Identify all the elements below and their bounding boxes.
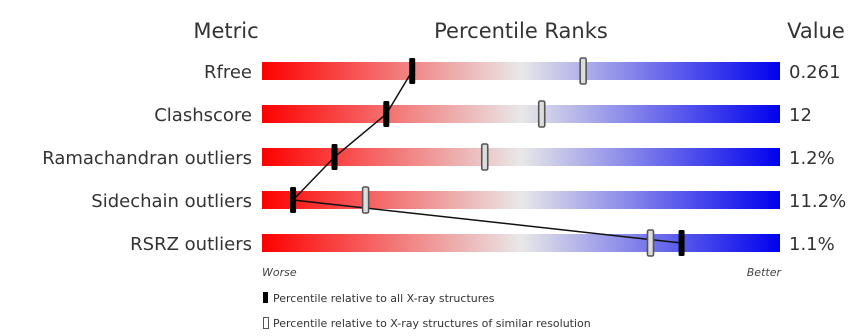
legend-similar-label: Percentile relative to X-ray structures … — [273, 317, 591, 330]
metric-row: Ramachandran outliers 1.2% — [42, 148, 835, 169]
metric-value: 1.2% — [789, 148, 835, 169]
header-percentile-ranks: Percentile Ranks — [434, 19, 608, 43]
metric-value: 0.261 — [789, 62, 841, 83]
metric-label: Ramachandran outliers — [42, 148, 252, 169]
header-value: Value — [787, 19, 845, 43]
metric-value: 1.1% — [789, 234, 835, 255]
metric-value: 12 — [789, 105, 812, 126]
all-structures-marker — [409, 58, 416, 84]
all-structures-marker — [331, 144, 338, 170]
metric-row: Sidechain outliers 11.2% — [91, 191, 846, 212]
similar-resolution-marker — [646, 229, 655, 257]
metric-value: 11.2% — [789, 191, 846, 212]
axis-label-worse: Worse — [262, 266, 297, 279]
legend-all-swatch — [263, 292, 268, 303]
percentile-bar — [262, 191, 780, 209]
percentile-markers — [290, 57, 685, 257]
all-structures-marker — [678, 230, 685, 256]
metric-row: Clashscore 12 — [154, 105, 812, 126]
all-structures-marker — [290, 187, 297, 213]
metric-label: Sidechain outliers — [91, 191, 252, 212]
metric-rows: Rfree 0.261 Clashscore 12 Ramachandran outli… — [42, 62, 846, 255]
metric-label: RSRZ outliers — [130, 234, 252, 255]
similar-resolution-marker — [480, 143, 489, 171]
percentile-bar — [262, 234, 780, 252]
header-metric: Metric — [193, 19, 258, 43]
similar-resolution-marker — [579, 57, 587, 85]
metric-row: Rfree 0.261 — [204, 62, 841, 83]
percentile-bar — [262, 62, 780, 80]
percentile-bar — [262, 148, 780, 166]
metric-label: Rfree — [204, 62, 252, 83]
legend-all-label: Percentile relative to all X-ray structu… — [273, 292, 495, 305]
metric-row: RSRZ outliers 1.1% — [130, 234, 835, 255]
similar-resolution-marker — [537, 100, 546, 128]
percentile-bar — [262, 105, 780, 123]
metric-label: Clashscore — [154, 105, 252, 126]
legend-similar-swatch — [263, 317, 269, 329]
all-structures-marker — [383, 101, 390, 127]
axis-label-better: Better — [747, 266, 783, 279]
similar-resolution-marker — [361, 186, 370, 214]
